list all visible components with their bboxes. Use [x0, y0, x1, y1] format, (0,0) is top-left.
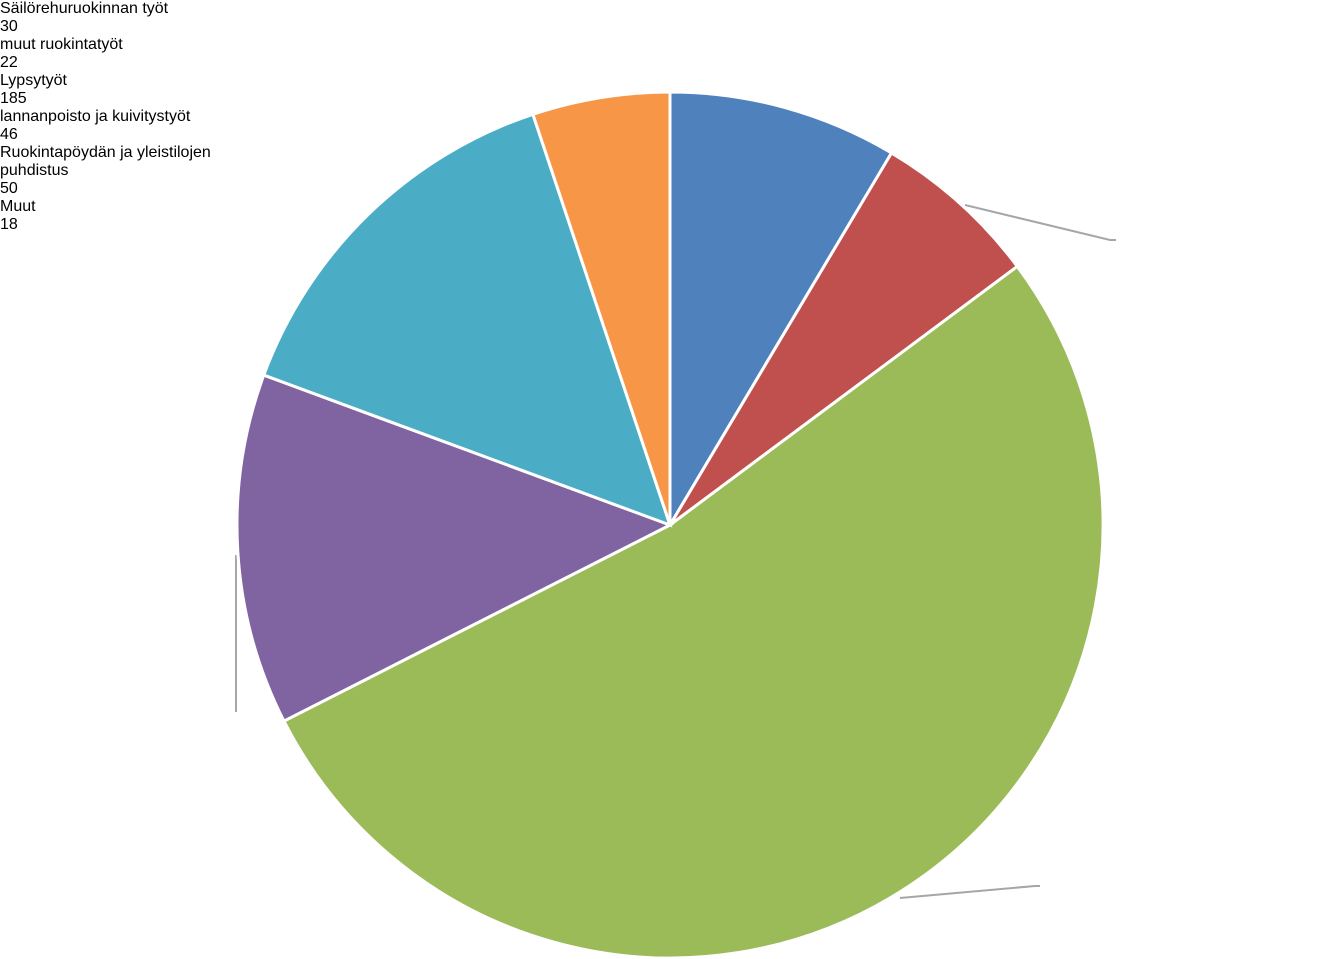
data-label: Säilörehuruokinnan työt 30 [0, 0, 240, 36]
data-label: Lypsytyöt 185 [0, 72, 200, 108]
slice-label: Säilörehuruokinnan työt [0, 0, 169, 17]
data-label: muut ruokintatyöt 22 [0, 36, 200, 72]
slice-value: 46 [0, 126, 18, 143]
pie-slice [261, 112, 673, 528]
slice-label: muut ruokintatyöt [0, 36, 123, 53]
leader-line [964, 204, 1116, 241]
slice-value: 18 [0, 216, 18, 233]
slice-label: lannanpoisto ja kuivitystyöt [0, 108, 191, 125]
slice-value: 50 [0, 180, 18, 197]
slice-value: 185 [0, 90, 27, 107]
pie-slice [281, 264, 1105, 959]
data-label: Muut 18 [0, 198, 120, 234]
pie-slice [530, 90, 672, 526]
pie-slice [668, 150, 1020, 527]
slice-label: Ruokintapöydän ja yleistilojen puhdistus [0, 144, 211, 179]
pie-slice [235, 373, 674, 724]
data-label: lannanpoisto ja kuivitystyöt 46 [0, 108, 245, 144]
pie-slice [668, 90, 894, 531]
slice-label: Lypsytyöt [0, 72, 67, 89]
slice-value: 30 [0, 18, 18, 35]
leader-line [899, 885, 1040, 899]
slice-label: Muut [0, 198, 36, 215]
slice-value: 22 [0, 54, 18, 71]
data-label: Ruokintapöydän ja yleistilojen puhdistus… [0, 144, 260, 198]
